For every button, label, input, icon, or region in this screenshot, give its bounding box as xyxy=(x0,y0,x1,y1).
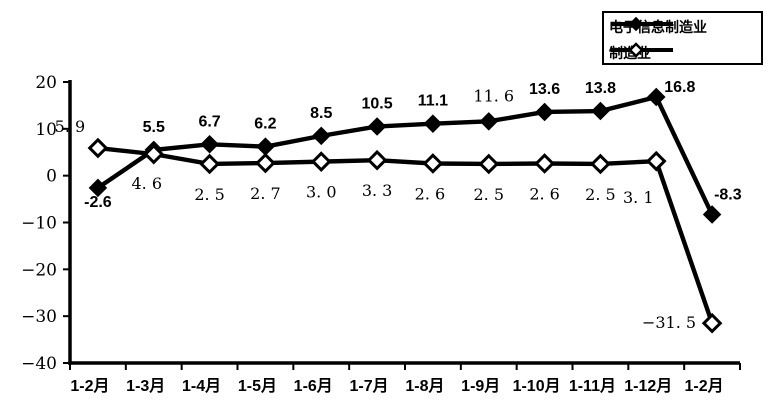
x-axis-category-label: 1-3月 xyxy=(126,377,165,395)
data-point-marker-hollow-diamond xyxy=(478,153,500,175)
legend: 电子信息制造业 制造业 xyxy=(602,11,763,65)
data-point-label: 6.7 xyxy=(198,113,220,130)
x-axis-category-label: 1-2月 xyxy=(685,377,724,395)
data-point-label: -2.6 xyxy=(84,194,112,211)
data-point-marker-hollow-diamond xyxy=(87,137,109,159)
data-point-label: 11. 6 xyxy=(473,86,514,105)
data-point-label: 16.8 xyxy=(664,79,695,96)
data-point-marker-hollow-diamond xyxy=(422,153,444,174)
data-point-marker-hollow-diamond xyxy=(366,149,388,171)
y-axis-tick-label: 20 xyxy=(35,73,57,93)
data-point-label: 5.5 xyxy=(143,119,165,136)
data-point-label: -8.3 xyxy=(714,187,742,204)
legend-item-manufacturing: 制造业 xyxy=(609,42,673,64)
series-line xyxy=(97,145,715,324)
data-point-label: 6.2 xyxy=(254,116,276,133)
y-axis: 20 10 0 −10 −20 −30 −40 xyxy=(21,73,72,374)
data-point-marker-filled-diamond xyxy=(367,117,387,136)
data-point-marker-filled-diamond xyxy=(591,101,610,121)
x-axis-category-label: 1-9月 xyxy=(461,377,500,395)
x-axis-category-label: 1-8月 xyxy=(405,377,444,395)
data-point-marker-filled-diamond xyxy=(200,135,219,154)
hollow-diamond-icon xyxy=(611,42,673,58)
legend-item-electronic-info-manufacturing: 电子信息制造业 xyxy=(609,16,707,38)
data-point-label: −31. 5 xyxy=(642,313,696,332)
data-point-label: 3. 3 xyxy=(362,181,393,200)
data-point-marker-hollow-diamond xyxy=(143,143,165,165)
x-axis-category-label: 1-10月 xyxy=(513,377,561,395)
series-electronic-info-manufacturing: -2.6 5.5 6.7 6.2 8.5 10.5 11.1 11. 6 13.6 13.8 16.… xyxy=(84,79,742,224)
data-point-label: 13.8 xyxy=(585,80,616,97)
data-point-marker-filled-diamond xyxy=(646,87,666,107)
data-point-marker-hollow-diamond xyxy=(534,153,555,174)
y-axis-tick-label: −20 xyxy=(21,260,57,280)
x-axis-category-label: 1-12月 xyxy=(624,377,672,395)
series-line xyxy=(96,94,715,216)
data-point-marker-filled-diamond xyxy=(479,112,499,131)
data-point-marker-filled-diamond xyxy=(702,205,722,224)
data-point-label: 5. 9 xyxy=(55,117,86,136)
series-manufacturing: 5. 9 4. 6 2. 5 2. 7 3. 0 3. 3 2. 6 2. 5 2. 6 2. 5… xyxy=(55,117,723,334)
y-axis-tick-label: 0 xyxy=(46,167,57,187)
data-point-label: 3. 1 xyxy=(623,188,654,207)
x-axis-category-label: 1-7月 xyxy=(350,377,389,395)
data-point-label: 13.6 xyxy=(529,81,560,98)
data-point-marker-filled-diamond xyxy=(535,102,554,122)
data-point-marker-hollow-diamond xyxy=(255,152,276,174)
data-point-marker-filled-diamond xyxy=(311,126,331,146)
data-point-label: 2. 5 xyxy=(473,185,504,204)
x-axis-category-label: 1-4月 xyxy=(182,377,221,395)
x-axis-category-label: 1-2月 xyxy=(70,377,109,395)
data-point-marker-filled-diamond xyxy=(423,114,443,133)
y-axis-tick-label: 10 xyxy=(35,120,57,140)
x-axis-category-label: 1-5月 xyxy=(238,377,277,395)
y-axis-tick-label: −10 xyxy=(21,214,57,234)
data-point-marker-hollow-diamond xyxy=(645,150,667,172)
data-point-label: 10.5 xyxy=(362,95,393,112)
data-point-label: 8.5 xyxy=(310,105,332,122)
y-axis-tick-label: −40 xyxy=(21,354,57,374)
data-point-marker-hollow-diamond xyxy=(590,153,611,175)
data-point-label: 2. 7 xyxy=(250,184,281,203)
data-point-label: 2. 5 xyxy=(194,185,225,204)
data-point-marker-filled-diamond xyxy=(256,137,275,156)
x-axis-category-label: 1-11月 xyxy=(569,377,616,395)
data-point-label: 2. 5 xyxy=(585,185,616,204)
data-point-label: 2. 6 xyxy=(415,184,446,203)
data-point-marker-hollow-diamond xyxy=(701,312,723,334)
data-point-label: 3. 0 xyxy=(306,183,337,202)
data-point-marker-filled-diamond xyxy=(88,178,108,198)
data-point-label: 2. 6 xyxy=(529,184,560,203)
data-point-label: 4. 6 xyxy=(131,174,162,193)
x-axis-category-label: 1-6月 xyxy=(294,377,333,395)
filled-diamond-icon xyxy=(611,16,673,32)
x-axis: 1-2月 1-3月 1-4月 1-5月 1-6月 1-7月 1-8月 1-9月 1-10月 1-1… xyxy=(68,361,741,395)
data-point-marker-hollow-diamond xyxy=(310,151,332,172)
data-point-label: 11.1 xyxy=(418,93,448,110)
data-point-marker-hollow-diamond xyxy=(199,153,220,175)
y-axis-tick-label: −30 xyxy=(21,307,57,327)
